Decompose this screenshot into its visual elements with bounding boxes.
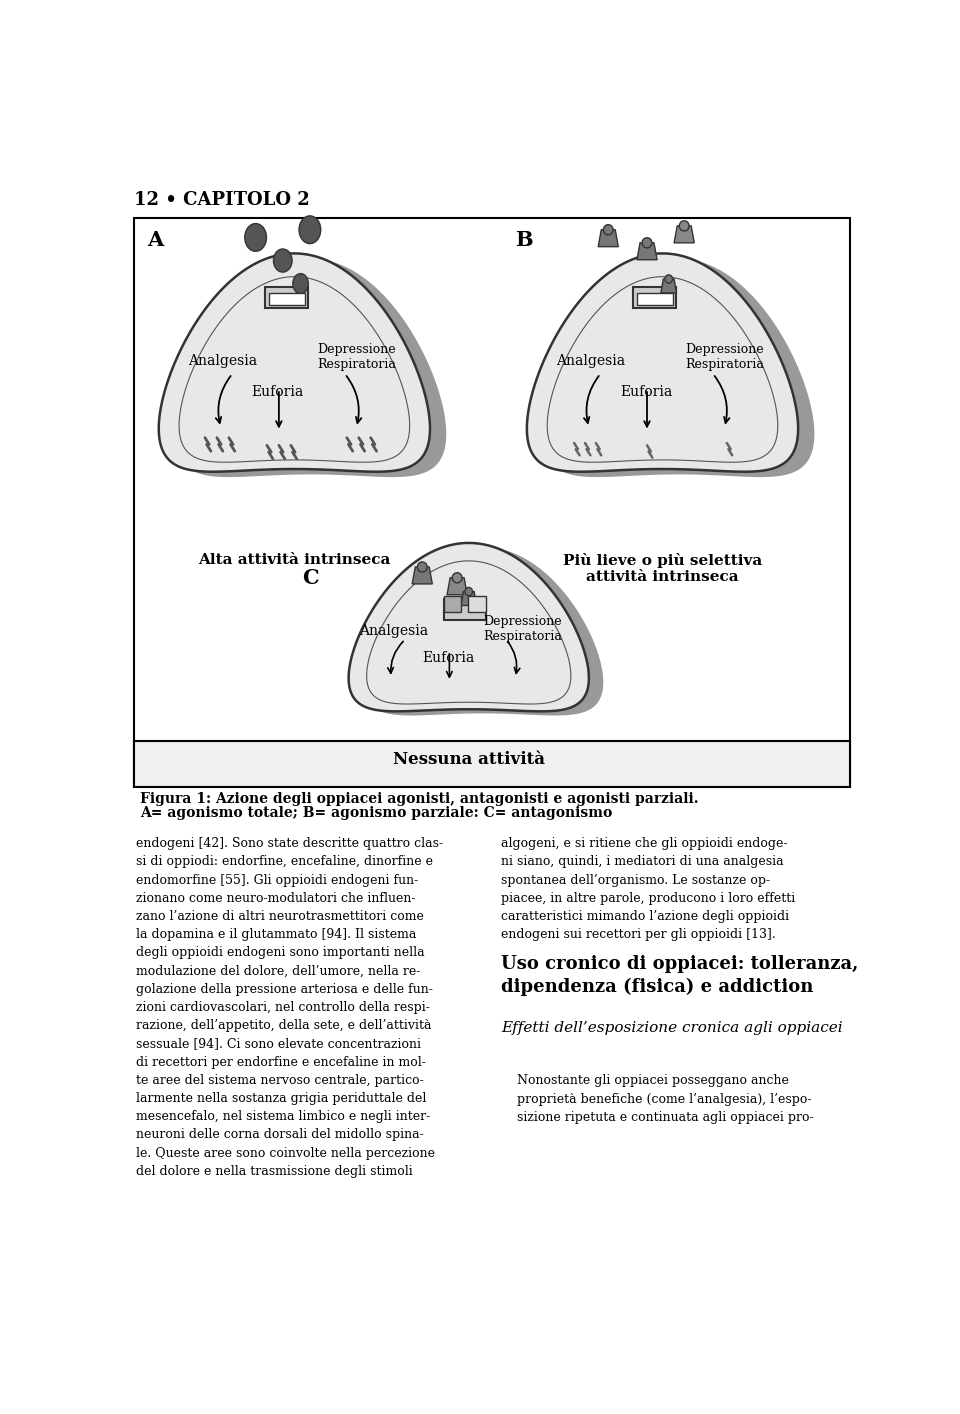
Text: Euforia: Euforia — [252, 385, 304, 399]
Text: Nessuna attività: Nessuna attività — [393, 751, 544, 768]
Text: Nonostante gli oppiacei posseggano anche
proprietà benefiche (come l’analgesia),: Nonostante gli oppiacei posseggano anche… — [516, 1075, 813, 1124]
Polygon shape — [348, 543, 588, 711]
Ellipse shape — [465, 587, 472, 595]
Text: Effetti dell’esposizione cronica agli oppiacei: Effetti dell’esposizione cronica agli op… — [501, 1021, 843, 1035]
Bar — [134, 741, 850, 788]
Ellipse shape — [680, 221, 689, 230]
Polygon shape — [447, 578, 468, 595]
Polygon shape — [175, 259, 446, 477]
Text: Euforia: Euforia — [620, 385, 672, 399]
Ellipse shape — [665, 274, 673, 283]
Ellipse shape — [604, 225, 613, 235]
Ellipse shape — [418, 561, 427, 573]
Polygon shape — [660, 279, 677, 293]
Ellipse shape — [293, 274, 308, 294]
Polygon shape — [412, 567, 432, 584]
Polygon shape — [543, 259, 814, 477]
Bar — [265, 287, 308, 308]
Text: B: B — [516, 229, 533, 250]
Text: Più lieve o più selettiva
attività intrinseca: Più lieve o più selettiva attività intri… — [563, 553, 762, 584]
Polygon shape — [363, 547, 603, 715]
Ellipse shape — [299, 216, 321, 243]
Text: Analgesia: Analgesia — [188, 355, 257, 369]
Text: Euforia: Euforia — [422, 650, 474, 665]
Text: endogeni [42]. Sono state descritte quattro clas-
si di oppiodi: endorfine, ence: endogeni [42]. Sono state descritte quat… — [135, 837, 443, 1178]
Polygon shape — [598, 229, 618, 246]
Polygon shape — [527, 253, 798, 472]
Text: Figura 1: Azione degli oppiacei agonisti, antagonisti e agonisti parziali.: Figura 1: Azione degli oppiacei agonisti… — [140, 792, 699, 806]
Bar — [134, 218, 850, 786]
Text: Analgesia: Analgesia — [359, 624, 428, 638]
Ellipse shape — [452, 573, 462, 583]
Text: algogeni, e si ritiene che gli oppioidi endoge-
ni siano, quindi, i mediatori di: algogeni, e si ritiene che gli oppioidi … — [501, 837, 796, 942]
Text: Depressione
Respiratoria: Depressione Respiratoria — [317, 344, 396, 370]
Polygon shape — [461, 591, 476, 605]
Text: A= agonismo totale; B= agonismo parziale: C= antagonismo: A= agonismo totale; B= agonismo parziale… — [140, 806, 612, 820]
Text: Uso cronico di oppiacei: tolleranza,
dipendenza (fisica) e addiction: Uso cronico di oppiacei: tolleranza, dip… — [501, 954, 858, 997]
Polygon shape — [674, 226, 694, 243]
Bar — [468, 595, 486, 612]
Ellipse shape — [642, 238, 652, 247]
Text: C: C — [302, 568, 319, 588]
Text: Analgesia: Analgesia — [557, 355, 626, 369]
Text: Alta attività intrinseca: Alta attività intrinseca — [198, 553, 391, 567]
Bar — [444, 598, 486, 621]
Ellipse shape — [245, 223, 267, 252]
Bar — [444, 595, 462, 612]
Text: Depressione
Respiratoria: Depressione Respiratoria — [685, 344, 764, 370]
Text: A: A — [147, 229, 163, 250]
Ellipse shape — [274, 249, 292, 271]
Bar — [636, 293, 673, 305]
Text: Depressione
Respiratoria: Depressione Respiratoria — [484, 615, 563, 643]
Bar — [269, 293, 304, 305]
Bar — [634, 287, 676, 308]
Polygon shape — [158, 253, 430, 472]
Polygon shape — [636, 243, 657, 260]
Text: 12 • CAPITOLO 2: 12 • CAPITOLO 2 — [134, 191, 310, 209]
